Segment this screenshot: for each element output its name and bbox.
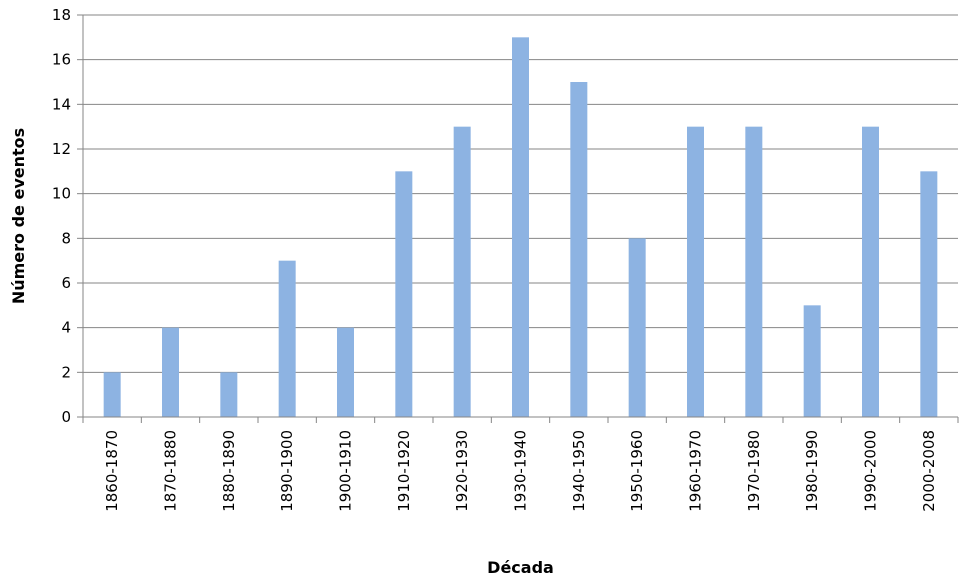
bar-1920-1930: [453, 126, 471, 418]
bar-1970-1980: [745, 126, 763, 418]
y-axis-title: Número de eventos: [9, 128, 28, 304]
x-tick-label: 1990-2000: [862, 430, 880, 512]
x-tick-label: 1960-1970: [687, 430, 705, 512]
x-tick-label: 1860-1870: [103, 430, 121, 512]
y-tick-label: 4: [61, 319, 71, 337]
y-tick-label: 16: [52, 51, 71, 69]
x-tick-label: 1980-1990: [803, 430, 821, 512]
x-tick-label: 1940-1950: [570, 430, 588, 512]
y-tick-label: 2: [61, 363, 71, 381]
bar-1990-2000: [862, 126, 879, 418]
x-tick-labels: 1860-1870 1870-1880 1880-1890 1890-1900 1900…: [103, 430, 938, 512]
x-tick-label: 1880-1890: [220, 430, 238, 512]
x-tick-label: 1930-1940: [512, 430, 530, 512]
bar-1940-1950: [570, 82, 588, 417]
bar-2000-2008: [920, 171, 938, 417]
bar-1890-1900: [278, 260, 296, 417]
bar-1860-1870: [103, 372, 121, 417]
bars: [103, 37, 938, 418]
y-tick-label: 0: [61, 408, 71, 426]
x-tick-label: 1870-1880: [162, 430, 180, 512]
bar-1950-1960: [628, 238, 646, 417]
bar-1880-1890: [220, 372, 238, 417]
x-tick-label: 1910-1920: [395, 430, 413, 512]
y-tick-label: 6: [61, 274, 71, 292]
bar-1910-1920: [395, 171, 413, 417]
bar-1980-1990: [803, 305, 821, 417]
y-tick-label: 18: [52, 6, 71, 24]
x-axis-title: Década: [487, 558, 554, 577]
x-tick-label: 2000-2008: [920, 430, 938, 512]
y-tick-label: 8: [61, 229, 71, 247]
y-tick-label: 14: [52, 95, 71, 113]
x-tick-label: 1970-1980: [745, 430, 763, 512]
y-tick-labels: 0 2 4 6 8 10 12 14 16 18: [52, 6, 71, 426]
x-tick-label: 1950-1960: [628, 430, 646, 512]
y-tick-label: 12: [52, 140, 71, 158]
x-tick-label: 1890-1900: [278, 430, 296, 512]
x-tick-label: 1900-1910: [337, 430, 355, 512]
bar-1870-1880: [162, 327, 179, 417]
bar-1930-1940: [512, 37, 529, 417]
axes: [82, 15, 958, 418]
x-tick-label: 1920-1930: [453, 430, 471, 512]
y-tick-label: 10: [52, 185, 71, 203]
bar-1960-1970: [687, 126, 704, 418]
bar-1900-1910: [337, 327, 354, 417]
